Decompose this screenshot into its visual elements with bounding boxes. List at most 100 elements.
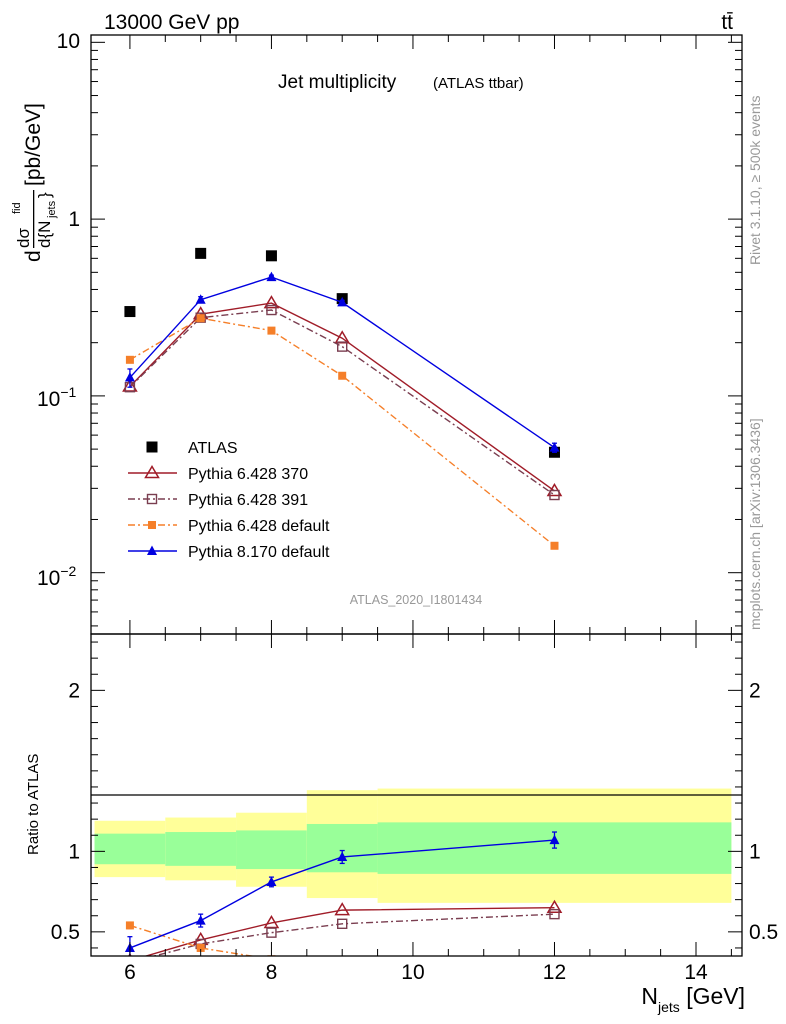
analysis-id: ATLAS_2020_I1801434 (350, 593, 483, 607)
ratio-point-p6-391 (549, 908, 560, 920)
ratio-band-inner (165, 832, 237, 866)
main-line-p6-default (129, 317, 555, 547)
ratio-plot-area (124, 831, 563, 968)
ratio-errorbar-p6-default (340, 962, 345, 965)
legend-label: Pythia 6.428 370 (188, 466, 308, 483)
ylabel-numerator: dσ (14, 228, 33, 248)
ratio-band-inner (306, 823, 378, 873)
main-axis-ticks (91, 35, 742, 634)
ratio-point-p6-default (196, 943, 205, 952)
ylabel-den-sub: jets (46, 200, 58, 219)
legend-entry-p6-370: Pythia 6.428 370 (128, 465, 308, 483)
main-point-p8-default (549, 442, 560, 452)
ratio-point-p8-default (337, 851, 348, 861)
ratio-point-p8-default (549, 834, 560, 845)
main-point-p6-391 (337, 341, 348, 352)
ratio-point-p6-default (338, 960, 346, 968)
main-point-atlas (265, 250, 277, 262)
ylabel-denominator: d{N (35, 221, 54, 248)
main-y-axis-label: d dσ fid d{N jets } [pb/GeV] (11, 103, 58, 262)
ratio-axis-ticks: 0.5 0.51 12 26 8 10 12 14 (51, 634, 778, 984)
ratio-point-p8-default (195, 915, 206, 925)
main-point-p8-default (195, 294, 206, 304)
ratio-ytick-label: 2 (68, 679, 80, 702)
main-point-p6-default (338, 371, 347, 380)
main-point-p6-391 (549, 489, 560, 501)
ratio-uncertainty-bands (94, 788, 732, 903)
main-point-atlas (124, 306, 136, 318)
main-line-p6-370 (129, 302, 555, 492)
main-series-p8-default (124, 271, 560, 453)
ratio-series-p8-default (124, 831, 560, 956)
ylabel-den-close: } (35, 192, 54, 198)
legend-marker-p6-391 (146, 493, 158, 505)
ratio-series-p6-391 (151, 908, 560, 956)
ratio-point-p6-370 (334, 902, 351, 916)
ytick-label-0.1: 10−1 (37, 384, 77, 411)
x-tick-label: 8 (266, 961, 278, 984)
main-point-p6-370 (263, 295, 280, 309)
ratio-point-p8-default (266, 876, 277, 886)
main-point-atlas (195, 247, 207, 259)
ytick-label-10: 10 (57, 30, 80, 53)
main-series-p6-default (125, 314, 559, 550)
legend-entry-p6-default: Pythia 6.428 default (128, 518, 330, 535)
ratio-y-axis-label: Ratio to ATLAS (25, 754, 42, 855)
legend: ATLAS Pythia 6.428 370 Pythia 6.428 391 Pyt… (128, 440, 330, 561)
legend-label: Pythia 6.428 391 (188, 492, 308, 509)
legend-marker-p6-default (148, 521, 156, 529)
legend-entry-p6-391: Pythia 6.428 391 (128, 492, 308, 509)
main-point-p8-default (124, 372, 135, 382)
x-tick-label: 12 (543, 961, 566, 984)
main-point-p8-default (337, 296, 348, 307)
ratio-point-p6-391 (266, 927, 277, 938)
x-tick-label: 10 (401, 961, 424, 984)
main-plot-area (122, 247, 563, 550)
ratio-ytick-label-right: 2 (749, 679, 761, 702)
main-series-atlas (124, 247, 560, 458)
ratio-band-inner (94, 833, 166, 865)
ratio-point-p6-default (125, 921, 134, 930)
ratio-line-p6-391 (151, 913, 555, 956)
ratio-point-p6-391 (337, 918, 348, 929)
x-tick-label: 14 (684, 961, 708, 984)
main-point-p6-default (550, 541, 559, 550)
ytick-label-0.01: 10−2 (37, 563, 77, 590)
main-point-p6-default (267, 326, 276, 335)
main-series-p6-391 (124, 304, 560, 501)
ratio-ytick-label-right: 0.5 (749, 921, 778, 944)
ratio-line-p6-370 (143, 907, 555, 956)
energy-label: 13000 GeV pp (104, 11, 239, 34)
ratio-ytick-label: 0.5 (51, 921, 80, 944)
legend-label: Pythia 6.428 default (188, 518, 330, 535)
ratio-line-p6-default (129, 924, 256, 956)
legend-marker-atlas (146, 441, 158, 453)
x-axis-label: Njets [GeV] (641, 983, 745, 1015)
x-tick-label: 6 (124, 961, 136, 984)
process-label: tt̄ (721, 11, 733, 34)
main-line-p6-391 (129, 309, 555, 496)
ratio-ytick-label-right: 1 (749, 840, 761, 863)
main-point-p6-391 (266, 304, 277, 316)
rivet-version-label: Rivet 3.1.10, ≥ 500k events (747, 95, 763, 265)
ratio-point-p6-370 (546, 899, 563, 913)
legend-entry-atlas: ATLAS (146, 440, 238, 457)
legend-entry-p8-default: Pythia 8.170 default (128, 544, 330, 561)
main-point-p6-default (125, 355, 134, 364)
plot-title: Jet multiplicity (278, 72, 397, 93)
ratio-plot-frame (90, 633, 743, 957)
ratio-band-inner (236, 830, 307, 870)
ratio-ytick-label: 1 (68, 840, 80, 863)
legend-label: ATLAS (188, 440, 238, 457)
legend-label: Pythia 8.170 default (188, 544, 330, 561)
mcplots-label: mcplots.cern.ch [arXiv:1306.3436] (747, 418, 763, 630)
ylabel-d: d (22, 250, 45, 262)
ylabel-fid: fid (11, 202, 23, 214)
main-point-p6-default (196, 314, 205, 323)
plot-subtitle: (ATLAS ttbar) (433, 75, 524, 92)
legend-marker-p8-default (147, 545, 157, 555)
ytick-label-1: 1 (68, 208, 80, 231)
legend-marker-p6-370 (144, 465, 160, 479)
main-point-p8-default (266, 271, 277, 282)
